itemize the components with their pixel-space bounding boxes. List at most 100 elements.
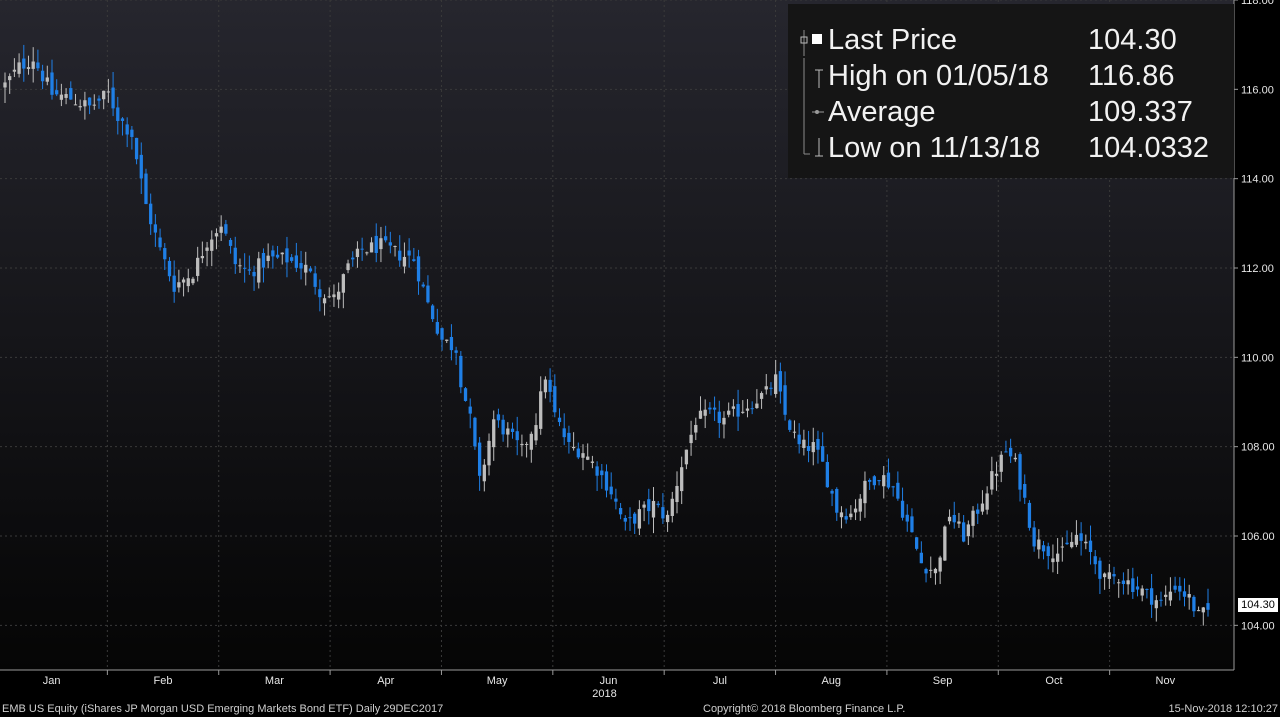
candle-body xyxy=(755,403,759,409)
candle-body xyxy=(1182,591,1187,597)
candle-body xyxy=(1093,556,1097,565)
candle-body xyxy=(501,419,505,435)
y-tick-label: 110.00 xyxy=(1241,352,1274,364)
candle-body xyxy=(633,513,637,524)
candle-body xyxy=(336,291,341,300)
candle-body xyxy=(886,472,891,488)
candle-body xyxy=(233,247,237,265)
x-tick-label: Mar xyxy=(265,675,284,687)
y-tick-label: 116.00 xyxy=(1241,84,1274,96)
candle-body xyxy=(943,526,947,561)
candle-body xyxy=(181,279,186,283)
candle-body xyxy=(651,500,656,518)
legend-value: 104.30 xyxy=(1088,24,1177,56)
candle-body xyxy=(252,271,256,277)
candle-body xyxy=(1046,546,1050,557)
candle-body xyxy=(802,439,806,448)
candle-body xyxy=(637,509,642,529)
candle-body xyxy=(116,107,120,121)
candle-body xyxy=(689,434,693,444)
y-tick-label: 108.00 xyxy=(1241,442,1275,454)
last-price-marker-icon xyxy=(800,30,822,56)
candle-body xyxy=(17,62,21,74)
candle-body xyxy=(727,410,731,415)
candle-body xyxy=(553,386,557,413)
candle-body xyxy=(463,388,468,401)
candle-body xyxy=(304,264,308,273)
candle-body xyxy=(656,503,660,506)
candle-body xyxy=(369,242,374,253)
candle-body xyxy=(238,265,242,267)
candle-body xyxy=(1084,541,1088,544)
candle-body xyxy=(69,88,73,100)
candle-body xyxy=(628,517,632,519)
candle-body xyxy=(614,498,618,502)
candle-body xyxy=(1065,542,1069,545)
candle-body xyxy=(595,466,599,476)
candle-body xyxy=(961,522,966,542)
candle-body xyxy=(722,417,726,425)
candle-body xyxy=(257,258,261,283)
candle-body xyxy=(712,407,717,410)
candle-body xyxy=(8,76,12,81)
candle-body xyxy=(271,250,275,257)
candle-body xyxy=(844,516,848,520)
candle-body xyxy=(1032,527,1036,547)
legend-row-low: Low on 11/13/18 104.0332 xyxy=(788,130,1234,166)
candle-body xyxy=(388,242,392,246)
candle-body xyxy=(449,337,454,351)
candle-body xyxy=(200,256,205,259)
x-tick-label: Aug xyxy=(821,675,841,687)
candle-body xyxy=(600,470,604,476)
candle-body xyxy=(524,443,529,445)
candle-body xyxy=(557,417,562,423)
legend-panel: Last Price 104.30 High on 01/05/18 116.8… xyxy=(788,4,1234,178)
candle-body xyxy=(933,568,938,574)
candle-body xyxy=(285,248,289,263)
candle-body xyxy=(1117,582,1121,584)
candle-body xyxy=(327,296,331,298)
candle-body xyxy=(741,411,745,413)
average-marker-icon xyxy=(803,94,824,130)
candle-body xyxy=(421,284,425,287)
candle-body xyxy=(759,393,764,399)
y-tick-label: 114.00 xyxy=(1241,174,1274,186)
legend-value: 116.86 xyxy=(1088,60,1175,92)
candle-body xyxy=(1060,546,1064,548)
candle-body xyxy=(1178,585,1182,592)
candle-body xyxy=(1164,594,1168,597)
candle-body xyxy=(811,442,815,453)
candle-body xyxy=(191,278,195,284)
candle-body xyxy=(120,118,125,121)
candle-body xyxy=(1102,573,1107,578)
candle-body xyxy=(266,255,270,261)
y-tick-label: 112.00 xyxy=(1241,263,1274,275)
low-marker-icon xyxy=(803,130,823,157)
candle-body xyxy=(764,386,768,390)
candle-body xyxy=(858,498,862,512)
candle-body xyxy=(214,233,219,237)
candle-body xyxy=(731,406,736,409)
candle-body xyxy=(1206,603,1210,610)
candle-body xyxy=(957,521,961,524)
candle-body xyxy=(670,498,674,516)
candle-body xyxy=(1173,585,1177,590)
candle-body xyxy=(412,259,416,261)
candle-body xyxy=(355,248,360,258)
candle-body xyxy=(351,257,355,260)
candle-body xyxy=(938,557,942,572)
candle-body xyxy=(703,409,707,416)
candle-body xyxy=(529,433,533,450)
candle-body xyxy=(243,267,247,269)
candle-body xyxy=(684,449,689,465)
candle-body xyxy=(999,454,1003,472)
candle-body xyxy=(468,406,472,414)
candle-body xyxy=(40,70,45,82)
candle-body xyxy=(134,137,139,160)
candle-body xyxy=(675,485,679,503)
candle-body xyxy=(717,411,721,424)
candle-body xyxy=(31,61,35,69)
candle-body xyxy=(196,257,200,276)
candle-body xyxy=(87,97,92,106)
candle-body xyxy=(1079,533,1083,541)
